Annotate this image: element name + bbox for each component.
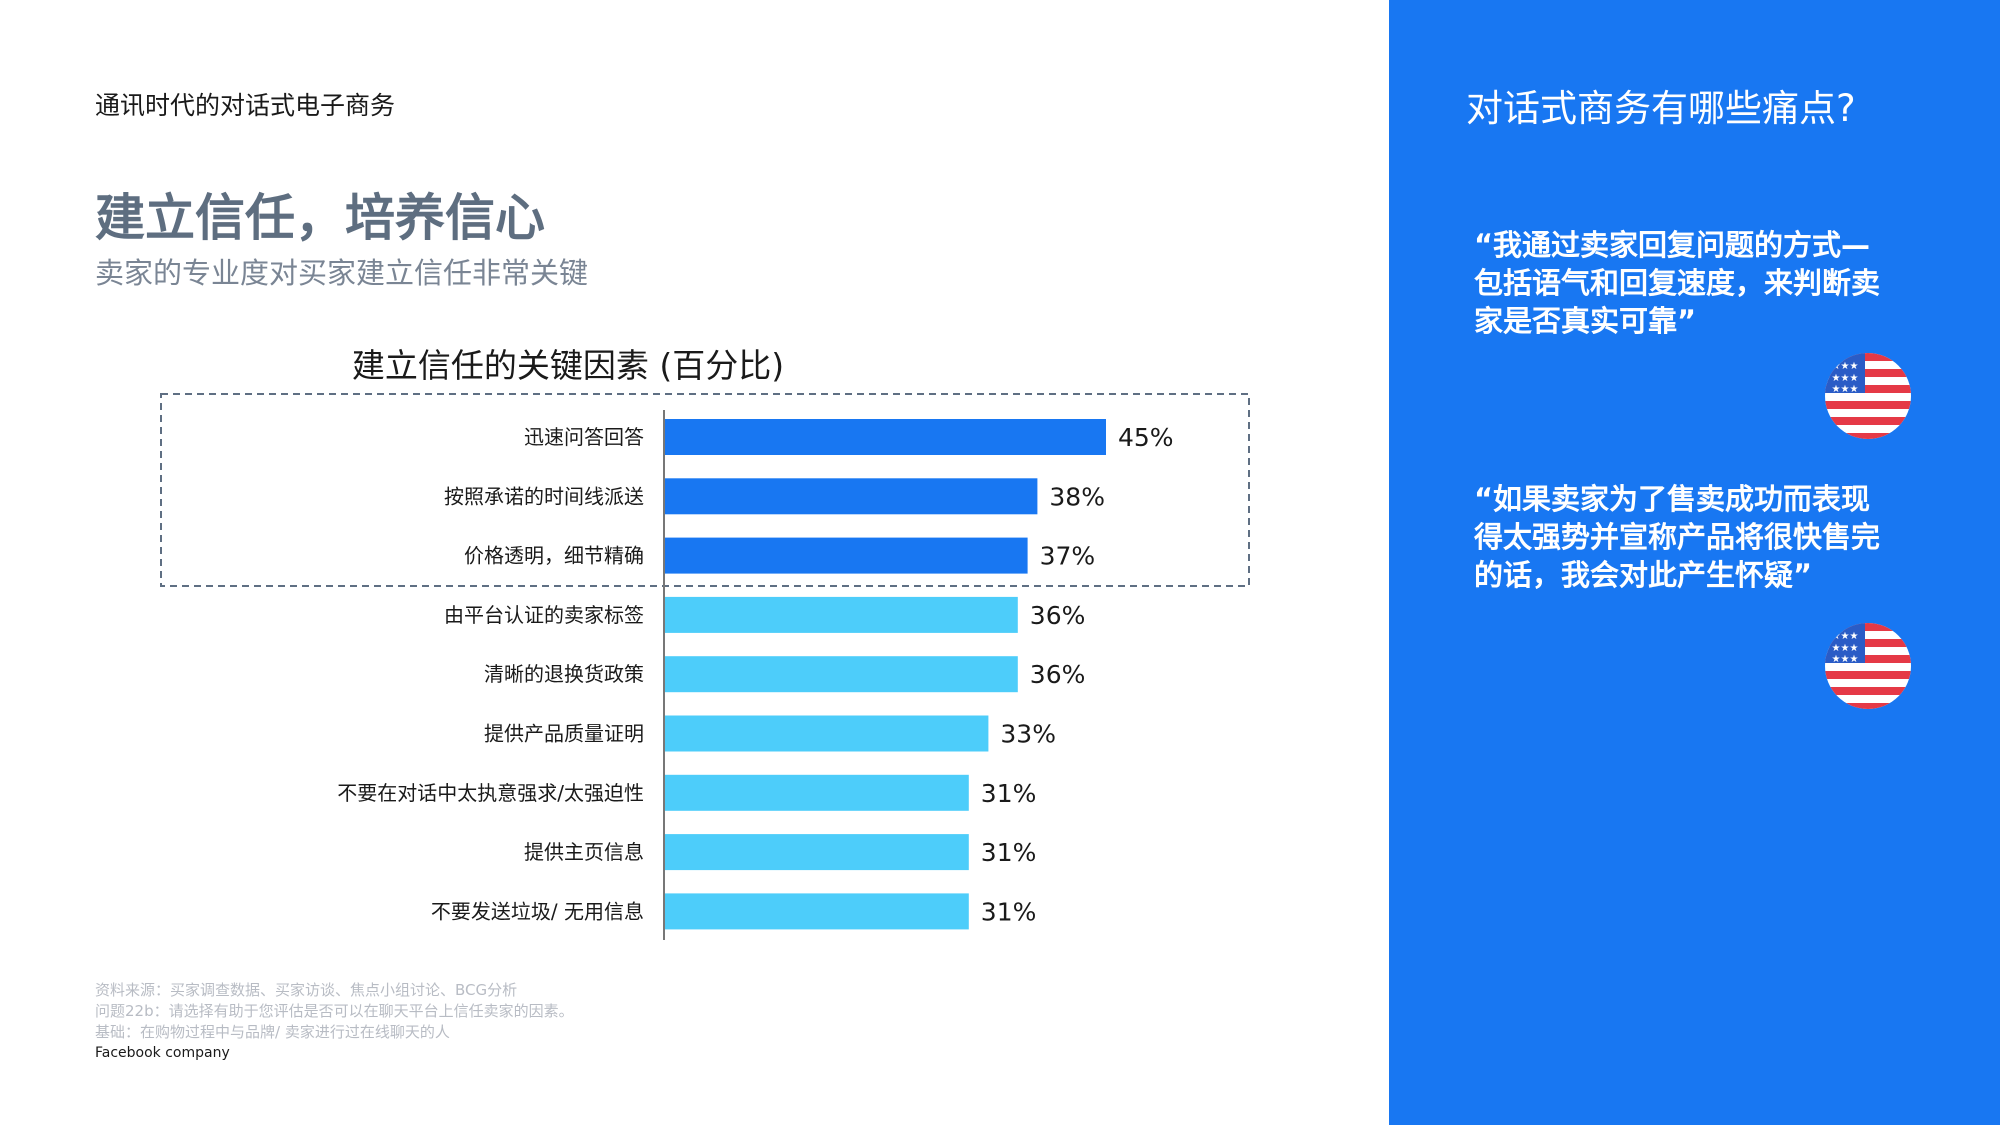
bar [665,893,969,930]
bar [665,656,1018,693]
quote-1: “我通过卖家回复问题的方式—包括语气和回复速度，来判断卖家是否真实可靠” [1474,228,1881,338]
category-label: 价格透明，细节精确 [464,544,644,568]
footnote-question: 问题22b：请选择有助于您评估是否可以在聊天平台上信任卖家的因素。 [95,1002,574,1020]
svg-text:★★★: ★★★ [1832,654,1859,665]
footnote-source: 资料来源：买家调查数据、买家访谈、焦点小组讨论、BCG分析 [95,981,518,999]
quote-2: “如果卖家为了售卖成功而表现得太强势并宣称产品将很快售完的话，我会对此产生怀疑” [1474,482,1881,592]
category-label: 按照承诺的时间线派送 [444,484,644,508]
svg-text:★★★: ★★★ [1832,384,1859,395]
bar [665,478,1038,515]
svg-text:★★★: ★★★ [1832,373,1859,384]
bar [665,774,969,811]
category-label: 迅速问答回答 [524,425,644,449]
category-label: 提供主页信息 [524,840,644,864]
chart-title: 建立信任的关键因素 (百分比) [352,346,784,385]
bar [665,715,989,752]
category-label: 清晰的退换货政策 [484,662,644,686]
category-label: 提供产品质量证明 [484,722,644,746]
category-label: 不要发送垃圾/ 无用信息 [431,899,644,923]
value-label: 37% [1040,542,1096,571]
footnote-base: 基础：在购物过程中与品牌/ 卖家进行过在线聊天的人 [95,1023,450,1041]
svg-text:★★★: ★★★ [1832,643,1859,654]
highlight-box [160,393,1250,587]
value-label: 31% [981,897,1037,926]
company-label: Facebook company [95,1045,230,1061]
value-label: 38% [1049,482,1105,511]
bar-chart: 建立信任的关键因素 (百分比) 迅速问答回答 45% 按照承诺的时间线派送 38% 价格… [160,346,1250,940]
category-label: 不要在对话中太执意强求/太强迫性 [337,781,644,805]
page-title: 建立信任，培养信心 [95,189,545,247]
us-flag-icon: ★★★ ★★★ ★★★ [1825,623,1911,709]
value-label: 45% [1118,423,1174,452]
svg-text:★★★: ★★★ [1832,361,1859,372]
category-label: 由平台认证的卖家标签 [444,603,644,627]
us-flag-icon: ★★★ ★★★ ★★★ [1825,353,1911,439]
bar [665,419,1106,455]
bar [665,537,1028,574]
bar [665,596,1018,633]
value-label: 36% [1030,601,1086,630]
value-label: 36% [1030,660,1086,689]
header-title: 通讯时代的对话式电子商务 [95,91,396,120]
footnotes: 资料来源：买家调查数据、买家访谈、焦点小组讨论、BCG分析 问题22b：请选择有… [95,980,574,1064]
page-subtitle: 卖家的专业度对买家建立信任非常关键 [95,256,589,290]
value-label: 31% [981,779,1037,808]
value-label: 31% [981,838,1037,867]
value-label: 33% [1000,720,1056,749]
svg-text:★★★: ★★★ [1832,631,1859,642]
bar [665,834,969,871]
right-panel: 对话式商务有哪些痛点? “我通过卖家回复问题的方式—包括语气和回复速度，来判断卖… [1389,0,2000,1125]
panel-title: 对话式商务有哪些痛点? [1466,87,1856,130]
